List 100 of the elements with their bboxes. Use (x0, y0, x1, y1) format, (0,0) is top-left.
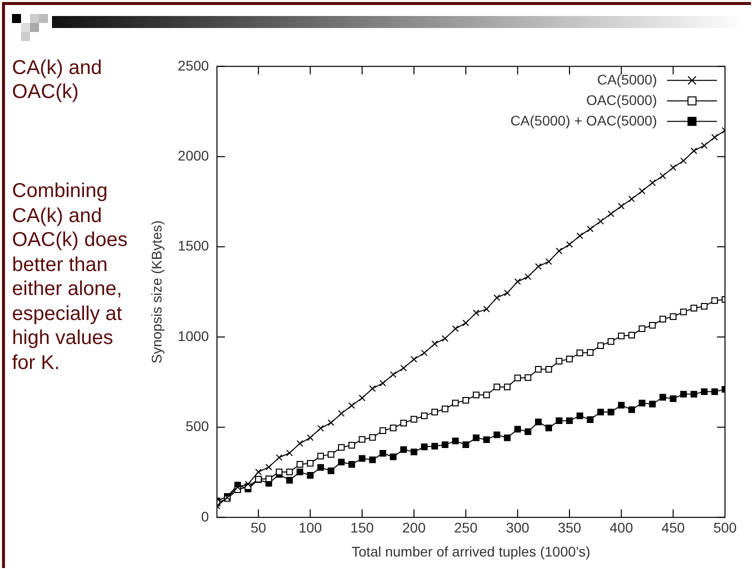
point (472, 434, 480, 442)
point (483, 306, 490, 312)
point (711, 388, 718, 395)
point (380, 380, 386, 387)
point (576, 350, 584, 356)
point (442, 406, 448, 412)
point (504, 290, 511, 296)
point (338, 458, 345, 466)
point (649, 322, 656, 329)
point (328, 419, 334, 426)
point (638, 400, 646, 406)
text: Combining CA(k) and OAC(k) does better than either alone, especially at high values for K. (12, 179, 129, 375)
y-tick-label: 500 (186, 418, 210, 434)
point (431, 408, 438, 416)
point (358, 455, 366, 462)
point (545, 424, 552, 432)
point (608, 338, 614, 345)
point (286, 468, 293, 476)
point (618, 202, 625, 210)
legend-label: CA(5000) (597, 71, 657, 88)
point (566, 241, 573, 248)
point (608, 408, 614, 416)
point (628, 196, 636, 202)
x-tick-label: 500 (713, 520, 737, 536)
point (276, 468, 282, 476)
x-tick-label: 50 (250, 520, 266, 536)
point (369, 434, 376, 441)
point (338, 444, 345, 451)
point (504, 434, 511, 442)
point (628, 406, 636, 414)
point (576, 412, 584, 420)
point (535, 263, 542, 270)
point (649, 179, 656, 186)
point (566, 356, 573, 362)
point (286, 450, 293, 456)
point (535, 418, 542, 426)
point (597, 408, 604, 416)
point (296, 468, 304, 476)
point (670, 395, 676, 402)
point (524, 374, 532, 381)
y-tick-label: 1500 (178, 238, 210, 254)
point (524, 273, 532, 280)
point (400, 364, 407, 372)
point (410, 448, 418, 456)
point (504, 384, 511, 390)
point (535, 366, 542, 373)
point (420, 350, 428, 356)
point (369, 456, 376, 464)
y-tick-label: 0 (201, 508, 210, 524)
point (576, 232, 584, 240)
point (431, 340, 438, 348)
legend-label: CA(5000) + OAC(5000) (510, 112, 657, 128)
point (586, 226, 594, 232)
point (410, 356, 418, 363)
point (524, 428, 532, 436)
x-tick-label: 150 (350, 520, 374, 536)
point (328, 468, 334, 474)
point (442, 335, 448, 342)
point (711, 297, 718, 304)
point (659, 172, 666, 180)
x-axis-title: Total number of arrived tuples (1000’s) (352, 543, 590, 560)
point (420, 444, 428, 450)
point (255, 468, 262, 476)
point (276, 454, 282, 461)
point (462, 320, 470, 326)
point (494, 431, 500, 438)
point (690, 148, 698, 154)
y-tick-label: 1000 (178, 328, 210, 344)
point (472, 392, 480, 398)
point (265, 464, 272, 470)
point (597, 218, 604, 225)
point (431, 442, 438, 450)
point (556, 417, 562, 424)
point (400, 420, 407, 426)
point (380, 427, 386, 434)
point (556, 358, 562, 364)
point (328, 451, 334, 458)
point (514, 374, 521, 382)
point (306, 434, 314, 441)
point (494, 384, 500, 390)
point (586, 416, 594, 423)
point (700, 142, 708, 149)
point (566, 417, 573, 424)
point (608, 210, 614, 218)
point (317, 424, 324, 432)
point (338, 410, 345, 417)
point (680, 157, 687, 164)
point (494, 294, 500, 301)
point (358, 436, 366, 443)
point (659, 316, 666, 322)
point (680, 390, 687, 398)
point (306, 472, 314, 479)
point (690, 304, 698, 312)
point (586, 349, 594, 356)
point (348, 442, 356, 449)
point (390, 371, 397, 378)
x-tick-label: 250 (454, 520, 478, 536)
x-tick-label: 100 (298, 520, 322, 536)
x-tick-label: 450 (661, 520, 686, 536)
point (390, 453, 397, 460)
